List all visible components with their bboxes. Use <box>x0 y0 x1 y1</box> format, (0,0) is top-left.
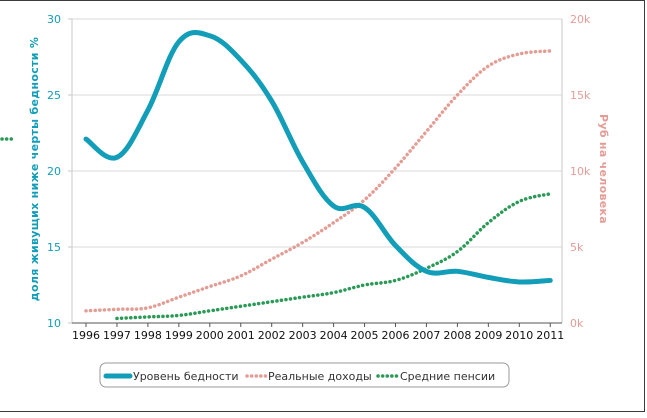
y-left-tick-label: 25 <box>47 89 61 102</box>
x-tick-label: 2001 <box>227 329 255 342</box>
y-left-tick-label: 20 <box>47 165 61 178</box>
legend: Уровень бедности Реальные доходы Средние п… <box>99 362 510 388</box>
x-tick-label: 1997 <box>103 329 131 342</box>
series-line-pensions <box>115 192 552 321</box>
x-tick-label: 1996 <box>72 329 100 342</box>
y-axis-right-label: Руб на человека <box>597 114 610 224</box>
legend-label: Средние пенсии <box>400 370 495 383</box>
x-tick-label: 2008 <box>443 329 471 342</box>
x-tick-label: 1998 <box>134 329 162 342</box>
series-line-incomes <box>84 49 552 313</box>
series-line-poverty <box>83 30 553 285</box>
x-tick-label: 2003 <box>289 329 317 342</box>
x-tick-label: 2002 <box>258 329 286 342</box>
x-tick-label: 2005 <box>351 329 379 342</box>
legend-label: Уровень бедности <box>133 370 239 383</box>
x-tick-label: 1999 <box>165 329 193 342</box>
y-left-tick-label: 10 <box>47 317 61 330</box>
y-right-tick-label: 20k <box>570 13 591 26</box>
y-axis-left-label: доля живущих ниже черты бедности % <box>28 37 41 301</box>
x-tick-label: 2007 <box>412 329 440 342</box>
legend-label: Реальные доходы <box>268 370 372 383</box>
y-left-tick-label: 30 <box>47 13 61 26</box>
x-tick-label: 2006 <box>382 329 410 342</box>
x-tick-label: 2004 <box>320 329 348 342</box>
y-left-tick-label: 15 <box>47 241 61 254</box>
x-tick-label: 2000 <box>196 329 224 342</box>
y-right-tick-label: 15k <box>570 89 591 102</box>
x-tick-label: 2011 <box>536 329 564 342</box>
y-right-tick-label: 10k <box>570 165 591 178</box>
y-right-tick-label: 0k <box>570 317 584 330</box>
x-tick-label: 2010 <box>505 329 533 342</box>
series-lines <box>0 30 553 321</box>
x-tick-label: 2009 <box>474 329 502 342</box>
legend-box <box>99 362 510 388</box>
y-right-tick-label: 5k <box>570 241 584 254</box>
